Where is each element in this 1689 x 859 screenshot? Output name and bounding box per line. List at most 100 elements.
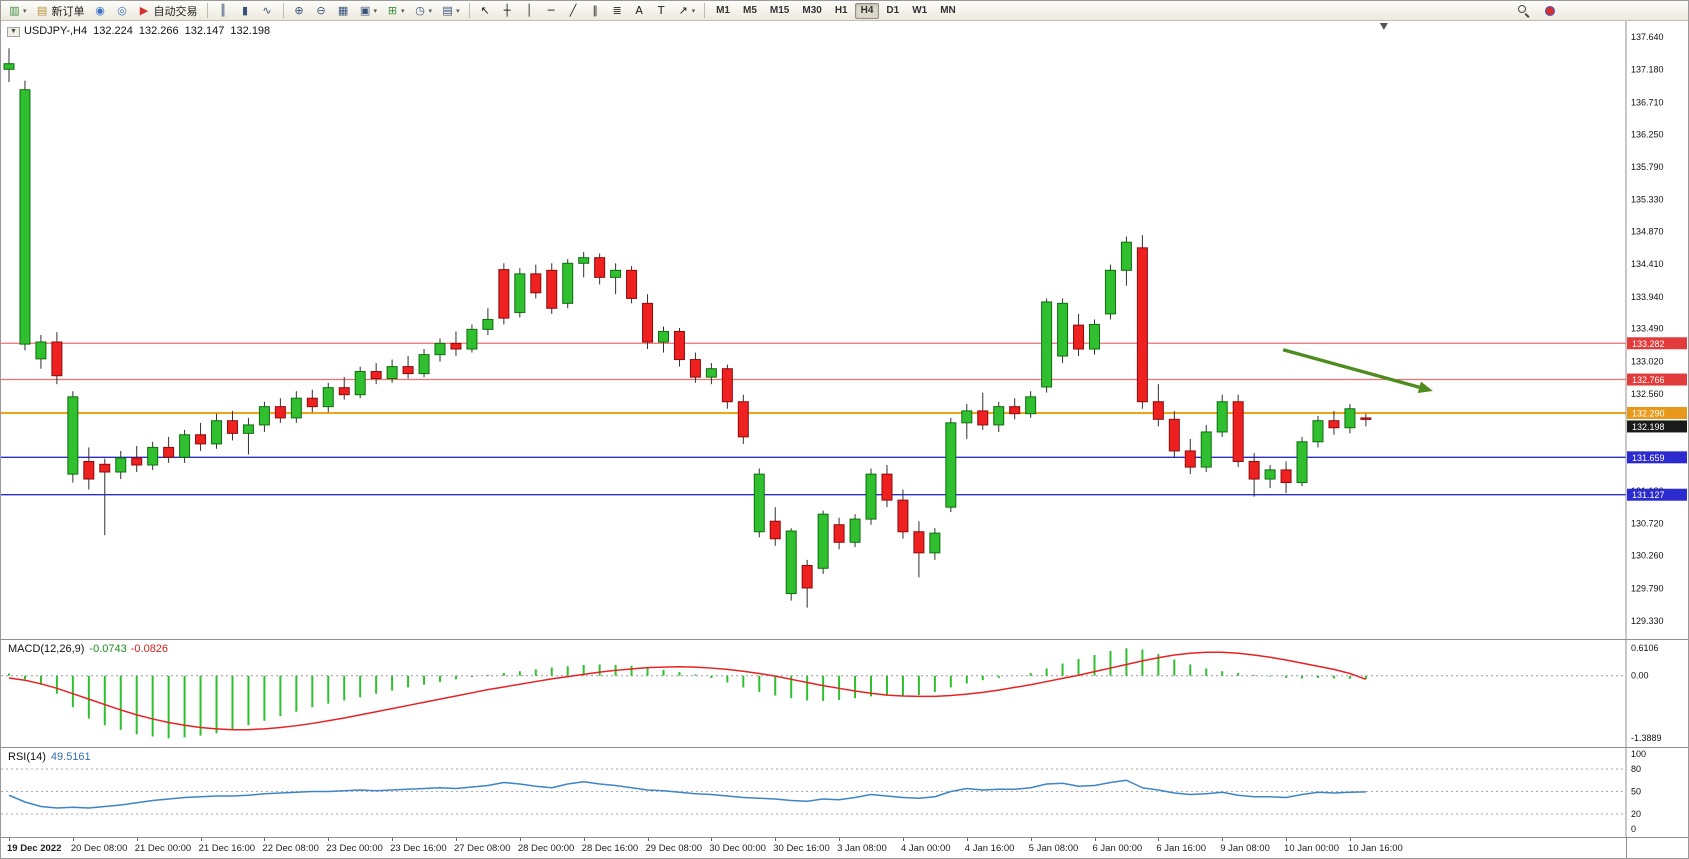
arrows-button[interactable]: ↗ ▾ bbox=[673, 2, 700, 19]
svg-text:129.790: 129.790 bbox=[1631, 584, 1664, 594]
time-tick bbox=[9, 838, 10, 841]
chart-icon: ▥ bbox=[9, 4, 20, 17]
time-label: 21 Dec 16:00 bbox=[198, 843, 256, 854]
indicators-icon: ⊞ bbox=[387, 4, 398, 17]
svg-text:133.940: 133.940 bbox=[1631, 292, 1664, 302]
data-window-button[interactable]: ◎ bbox=[112, 2, 133, 19]
tf-m15[interactable]: M15 bbox=[764, 3, 795, 19]
trendline-button[interactable]: ╱ bbox=[563, 2, 584, 19]
macd-histogram bbox=[8, 648, 1367, 739]
new-chart-button[interactable]: ▥ ▾ bbox=[4, 2, 31, 19]
svg-text:132.766: 132.766 bbox=[1632, 375, 1665, 385]
macd-signal-line bbox=[8, 651, 1367, 731]
tf-m30-label: M30 bbox=[802, 5, 822, 16]
rsi-indicator[interactable]: 100 80 50 20 0 bbox=[1, 748, 1689, 837]
candlestick-chart[interactable]: 137.640 137.180 136.710 136.250 135.790 135.3… bbox=[1, 21, 1689, 639]
toolbar-separator bbox=[468, 3, 470, 18]
svg-text:135.790: 135.790 bbox=[1631, 162, 1664, 172]
price-chart-panel[interactable]: 137.640 137.180 136.710 136.250 135.790 135.3… bbox=[1, 21, 1689, 639]
text-icon: A bbox=[635, 4, 643, 17]
time-tick bbox=[583, 838, 585, 841]
time-label: 19 Dec 2022 bbox=[7, 843, 62, 854]
indicators-button[interactable]: ⊞ ▾ bbox=[382, 2, 409, 19]
time-label: 4 Jan 16:00 bbox=[964, 843, 1015, 854]
text-button[interactable]: A bbox=[629, 2, 650, 19]
tf-mn-label: MN bbox=[940, 5, 956, 16]
time-axis[interactable]: 19 Dec 2022 20 Dec 08:00 21 Dec 00:00 21 De… bbox=[1, 837, 1688, 858]
line-chart-button[interactable]: ∿ bbox=[257, 2, 278, 19]
time-tick bbox=[200, 838, 202, 841]
fibonacci-icon: ≣ bbox=[612, 4, 622, 17]
tf-m5[interactable]: M5 bbox=[737, 3, 763, 19]
channel-icon: ∥ bbox=[592, 4, 598, 17]
time-tick bbox=[455, 838, 457, 841]
svg-text:130.260: 130.260 bbox=[1631, 551, 1664, 561]
trendline-icon: ╱ bbox=[569, 4, 577, 17]
zoom-in-button[interactable]: ⊕ bbox=[289, 2, 310, 19]
tf-mn[interactable]: MN bbox=[934, 3, 962, 19]
shift-marker-icon[interactable] bbox=[1379, 23, 1388, 30]
horizontal-line-button[interactable]: ─ bbox=[541, 2, 562, 19]
vertical-line-button[interactable]: │ bbox=[519, 2, 540, 19]
time-label: 21 Dec 00:00 bbox=[134, 843, 192, 854]
time-tick bbox=[1094, 838, 1096, 841]
svg-text:132.290: 132.290 bbox=[1632, 408, 1665, 418]
vertical-line-icon: │ bbox=[525, 4, 533, 17]
tf-h1[interactable]: H1 bbox=[829, 3, 854, 19]
time-label: 6 Jan 00:00 bbox=[1092, 843, 1143, 854]
rsi-panel[interactable]: 100 80 50 20 0 RSI(14) 49.5161 bbox=[1, 747, 1689, 837]
svg-text:137.640: 137.640 bbox=[1631, 32, 1664, 42]
autotrade-button[interactable]: ▶ 自动交易 bbox=[134, 2, 202, 19]
time-tick bbox=[328, 838, 330, 841]
bar-chart-button[interactable]: ║ bbox=[213, 2, 234, 19]
candlestick-button[interactable]: ▮ bbox=[235, 2, 256, 19]
label-button[interactable]: T bbox=[651, 2, 672, 19]
new-order-icon: ▤ bbox=[36, 4, 48, 17]
time-tick bbox=[519, 838, 521, 841]
bid-price-badge bbox=[1627, 420, 1687, 433]
price-badge-132.766 bbox=[1627, 373, 1687, 386]
svg-text:130.720: 130.720 bbox=[1631, 518, 1664, 528]
tf-w1[interactable]: W1 bbox=[906, 3, 933, 19]
templates-button[interactable]: ▤ ▾ bbox=[437, 2, 464, 19]
time-tick bbox=[1349, 838, 1351, 841]
new-order-button-label: 新订单 bbox=[51, 5, 85, 18]
tf-h4[interactable]: H4 bbox=[854, 2, 880, 19]
chevron-down-icon: ▾ bbox=[428, 7, 433, 15]
tf-d1[interactable]: D1 bbox=[880, 3, 905, 19]
svg-text:133.020: 133.020 bbox=[1631, 357, 1664, 367]
trend-arrow[interactable] bbox=[1282, 348, 1427, 391]
channel-button[interactable]: ∥ bbox=[585, 2, 606, 19]
market-watch-button[interactable]: ◉ bbox=[90, 2, 111, 19]
tf-m30[interactable]: M30 bbox=[796, 3, 827, 19]
toolbar: ▥ ▾ ▤ 新订单 ◉ ◎ ▶ 自动交易 ║ ▮ ∿ ⊕ ⊖ ▦ ▣ ▾ ⊞ ▾ ◷ ▾ ▤ ▾ ↖ ┼ │ ─ ╱ ∥ ≣ A T ↗ ▾ M1… bbox=[1, 1, 1688, 21]
time-label: 9 Jan 08:00 bbox=[1220, 843, 1270, 854]
clock-icon: ◷ bbox=[415, 4, 425, 17]
new-order-button[interactable]: ▤ 新订单 bbox=[32, 2, 89, 19]
tf-m5-label: M5 bbox=[743, 5, 757, 16]
zoom-in-icon: ⊕ bbox=[294, 4, 304, 17]
chart-area: 137.640 137.180 136.710 136.250 135.790 135.3… bbox=[1, 21, 1688, 858]
search-button[interactable] bbox=[1514, 2, 1533, 19]
zoom-out-button[interactable]: ⊖ bbox=[311, 2, 332, 19]
cursor-button[interactable]: ↖ bbox=[475, 2, 496, 19]
charts-list-button[interactable]: ▣ ▾ bbox=[355, 2, 382, 19]
crosshair-button[interactable]: ┼ bbox=[497, 2, 518, 19]
svg-text:131.659: 131.659 bbox=[1632, 453, 1665, 463]
svg-text:135.330: 135.330 bbox=[1631, 194, 1664, 204]
periods-button[interactable]: ◷ ▾ bbox=[410, 2, 437, 19]
axis-corner-separator bbox=[1626, 838, 1627, 858]
tile-windows-button[interactable]: ▦ bbox=[333, 2, 354, 19]
macd-panel[interactable]: 0.6106 0.00 -1.3889 MACD(12,26,9) -0.0743 -0… bbox=[1, 639, 1689, 747]
svg-text:0.6106: 0.6106 bbox=[1631, 643, 1659, 653]
fibonacci-button[interactable]: ≣ bbox=[607, 2, 628, 19]
price-badge-133.282 bbox=[1627, 337, 1687, 350]
price-badge-131.659 bbox=[1627, 451, 1687, 464]
community-button[interactable] bbox=[1541, 2, 1559, 19]
tf-m1[interactable]: M1 bbox=[710, 3, 736, 19]
time-tick bbox=[264, 838, 266, 841]
rsi-line bbox=[8, 779, 1366, 809]
chevron-down-icon: ▾ bbox=[691, 7, 696, 15]
autotrade-icon: ▶ bbox=[139, 4, 149, 17]
macd-indicator[interactable]: 0.6106 0.00 -1.3889 bbox=[1, 640, 1689, 747]
